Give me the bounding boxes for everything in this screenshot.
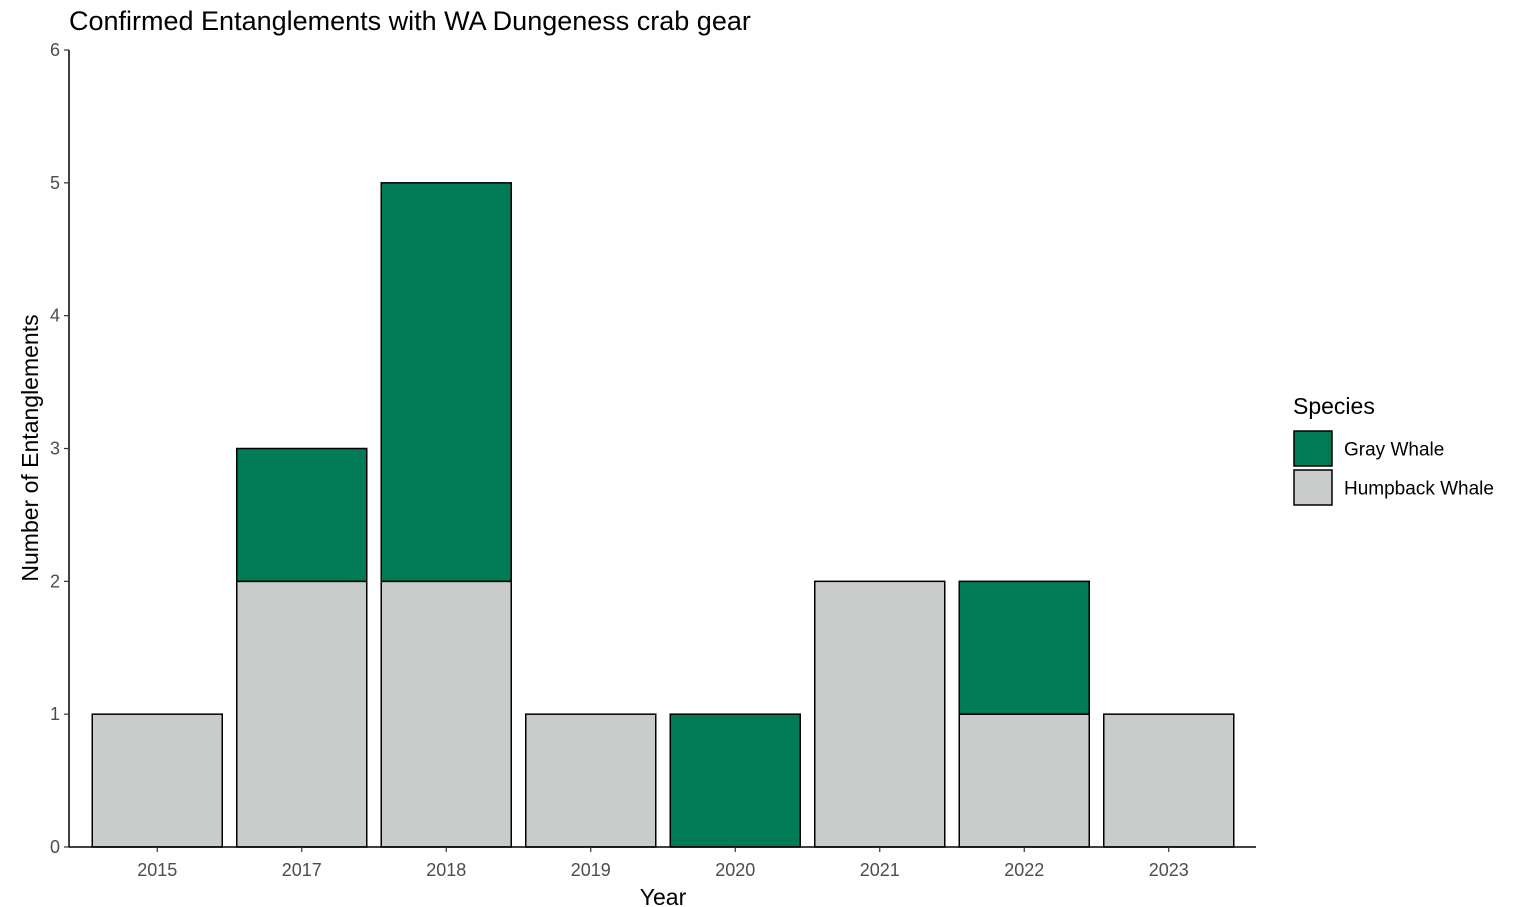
bar-2015-humpback-whale — [91, 713, 223, 848]
legend-label: Humpback Whale — [1344, 479, 1494, 500]
bar-2023-humpback-whale — [1103, 713, 1235, 848]
x-tick-label: 2015 — [137, 860, 177, 880]
bar-2020-gray-whale — [669, 713, 801, 848]
x-tick-label: 2019 — [571, 860, 611, 880]
bar-2017-humpback-whale — [236, 580, 368, 848]
legend-key-gray-whale — [1293, 430, 1333, 467]
bars-group — [91, 182, 1235, 848]
bar-2018-gray-whale — [380, 182, 512, 583]
y-tick-label: 0 — [50, 837, 60, 857]
x-tick-label: 2021 — [860, 860, 900, 880]
chart-title: Confirmed Entanglements with WA Dungenes… — [69, 6, 751, 36]
bar-2021-humpback-whale — [814, 580, 946, 848]
x-tick-label: 2023 — [1149, 860, 1189, 880]
y-tick-label: 6 — [50, 40, 60, 60]
x-tick-label: 2017 — [282, 860, 322, 880]
bar-2022-humpback-whale — [958, 713, 1090, 848]
axes-group: 0 1 2 3 4 5 6 2015 2017 2018 2019 2020 2021 2022 2023 — [50, 40, 1256, 880]
bar-2019-humpback-whale — [525, 713, 657, 848]
y-axis-title: Number of Entanglements — [17, 314, 43, 581]
legend: Gray Whale Humpback Whale — [1293, 430, 1494, 506]
x-tick-label: 2020 — [715, 860, 755, 880]
x-tick-label: 2018 — [426, 860, 466, 880]
x-axis-title: Year — [640, 884, 687, 907]
bar-2017-gray-whale — [236, 447, 368, 583]
bar-2018-humpback-whale — [380, 580, 512, 848]
y-tick-label: 1 — [50, 704, 60, 724]
legend-key-humpback-whale — [1293, 469, 1333, 506]
y-tick-label: 2 — [50, 571, 60, 591]
bar-2022-gray-whale — [958, 580, 1090, 715]
y-tick-label: 5 — [50, 173, 60, 193]
legend-label: Gray Whale — [1344, 440, 1444, 461]
y-tick-label: 4 — [50, 306, 60, 326]
legend-title: Species — [1293, 393, 1375, 419]
x-tick-label: 2022 — [1004, 860, 1044, 880]
y-tick-label: 3 — [50, 439, 60, 459]
